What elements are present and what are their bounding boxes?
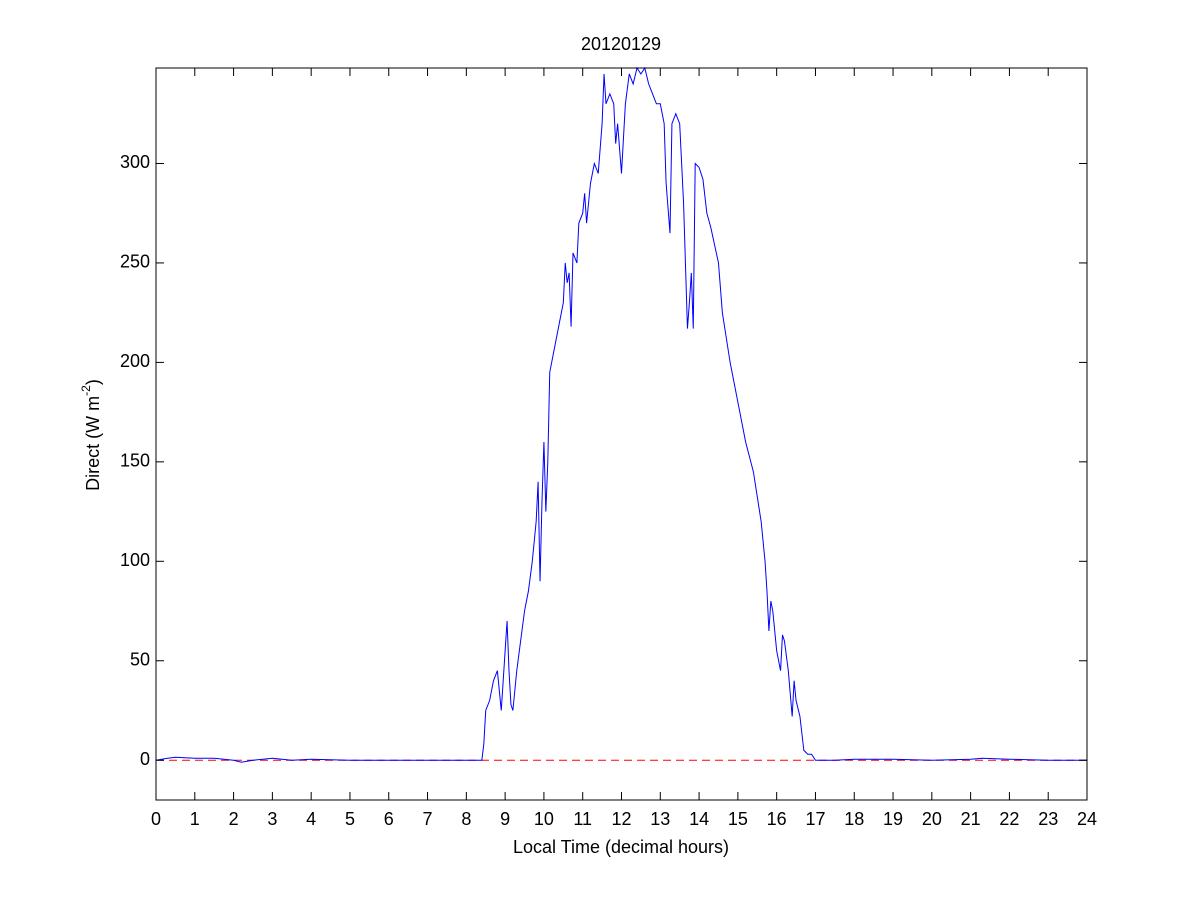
x-tick-label: 14 xyxy=(689,809,709,829)
y-tick-label: 100 xyxy=(120,550,150,570)
y-tick-label: 0 xyxy=(140,749,150,769)
x-tick-label: 1 xyxy=(190,809,200,829)
data-line xyxy=(155,66,1087,763)
x-tick-label: 17 xyxy=(805,809,825,829)
x-tick-label: 19 xyxy=(883,809,903,829)
x-tick-label: 9 xyxy=(500,809,510,829)
x-tick-label: 10 xyxy=(534,809,554,829)
x-tick-label: 21 xyxy=(961,809,981,829)
y-tick-label: 50 xyxy=(130,650,150,670)
y-axis-label-text: ) xyxy=(83,379,103,385)
x-tick-label: 0 xyxy=(151,809,161,829)
x-axis-label: Local Time (decimal hours) xyxy=(513,837,729,857)
x-tick-label: 13 xyxy=(650,809,670,829)
y-tick-label: 250 xyxy=(120,252,150,272)
y-tick-label: 200 xyxy=(120,351,150,371)
x-tick-label: 24 xyxy=(1077,809,1097,829)
y-axis-label-text: Direct (W m xyxy=(83,396,103,491)
x-tick-label: 5 xyxy=(345,809,355,829)
x-tick-label: 18 xyxy=(844,809,864,829)
y-tick-label: 150 xyxy=(120,451,150,471)
y-tick-label: 300 xyxy=(120,152,150,172)
x-tick-label: 20 xyxy=(922,809,942,829)
x-tick-label: 22 xyxy=(999,809,1019,829)
x-tick-label: 7 xyxy=(423,809,433,829)
x-tick-label: 6 xyxy=(384,809,394,829)
x-tick-label: 2 xyxy=(229,809,239,829)
y-axis-label: Direct (W m-2) xyxy=(79,379,103,491)
x-tick-label: 4 xyxy=(306,809,316,829)
chart-title: 20120129 xyxy=(581,34,661,54)
x-tick-label: 3 xyxy=(267,809,277,829)
x-tick-label: 15 xyxy=(728,809,748,829)
x-tick-label: 16 xyxy=(767,809,787,829)
x-tick-label: 8 xyxy=(461,809,471,829)
y-axis-label-superscript: -2 xyxy=(79,385,93,396)
x-tick-label: 12 xyxy=(611,809,631,829)
x-tick-label: 23 xyxy=(1038,809,1058,829)
x-tick-label: 11 xyxy=(573,809,592,829)
